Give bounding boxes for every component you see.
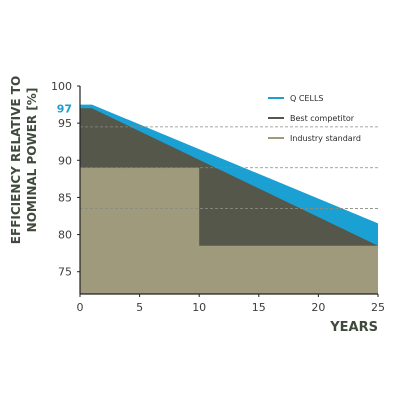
legend: Q CELLS Best competitor Industry standard — [268, 94, 361, 143]
x-tick-label: 20 — [311, 301, 325, 314]
plot-areas — [80, 104, 378, 294]
x-axis-title: YEARS — [329, 320, 378, 335]
y-tick-label: 80 — [58, 229, 72, 242]
y-axis-title: EFFICIENCY RELATIVE TO NOMINAL POWER [%] — [9, 76, 39, 244]
legend-label-industry-standard: Industry standard — [290, 134, 361, 143]
axes — [79, 86, 378, 295]
y-tick-label: 85 — [58, 191, 72, 204]
legend-label-q-cells: Q CELLS — [290, 94, 323, 103]
x-tick-label: 0 — [77, 301, 84, 314]
x-tick-label: 25 — [371, 301, 385, 314]
y-tick-label: 75 — [58, 266, 72, 279]
y-tick-label: 100 — [51, 80, 72, 93]
x-tick-label: 5 — [136, 301, 143, 314]
x-tick-label: 15 — [252, 301, 266, 314]
y-tick-highlight-label: 97 — [57, 102, 72, 115]
legend-label-best-competitor: Best competitor — [290, 114, 355, 123]
y-ticks: 75 80 85 90 95 100 97 — [51, 80, 80, 279]
x-ticks: 0 5 10 15 20 25 — [77, 294, 385, 314]
y-tick-label: 95 — [58, 117, 72, 130]
area-industry-standard — [80, 167, 378, 294]
y-axis-title-line-1: EFFICIENCY RELATIVE TO — [9, 76, 23, 244]
x-tick-label: 10 — [192, 301, 206, 314]
y-tick-label: 90 — [58, 154, 72, 167]
y-axis-title-line-2: NOMINAL POWER [%] — [25, 88, 39, 233]
